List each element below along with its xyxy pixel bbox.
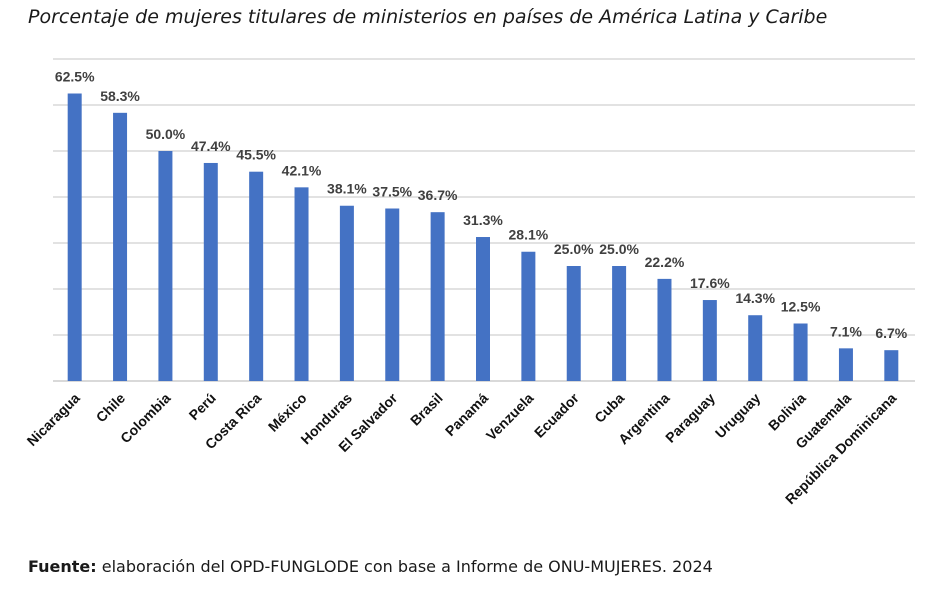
category-label: Venzuela — [483, 390, 537, 444]
data-label: 62.5% — [55, 69, 95, 85]
source-label: Fuente: — [28, 557, 97, 576]
category-label: Brasil — [407, 390, 446, 429]
bar-brasil — [430, 212, 445, 381]
category-label: Nicaragua — [24, 390, 83, 449]
bar-república-dominicana — [884, 350, 899, 381]
source-note: Fuente: elaboración del OPD-FUNGLODE con… — [28, 557, 713, 576]
category-label: Perú — [186, 390, 219, 423]
bar-venzuela — [521, 251, 536, 381]
data-label: 12.5% — [781, 299, 821, 315]
bar-chile — [113, 112, 128, 381]
bars — [67, 93, 899, 381]
source-text: elaboración del OPD-FUNGLODE con base a … — [96, 557, 713, 576]
bar-colombia — [158, 151, 173, 381]
data-label: 17.6% — [690, 275, 730, 291]
category-label: Bolivia — [765, 390, 809, 434]
category-label: Ecuador — [531, 389, 582, 440]
bar-perú — [203, 162, 218, 381]
data-label: 7.1% — [830, 323, 862, 339]
data-label: 42.1% — [282, 162, 322, 178]
bar-honduras — [339, 205, 354, 381]
category-label: Uruguay — [712, 390, 764, 442]
category-label: Paraguay — [662, 390, 718, 446]
data-label: 25.0% — [599, 241, 639, 257]
bar-guatemala — [838, 348, 853, 381]
bar-el-salvador — [385, 208, 400, 381]
bar-paraguay — [702, 300, 717, 381]
data-label: 37.5% — [372, 184, 412, 200]
bar-argentina — [657, 278, 672, 381]
bar-cuba — [612, 266, 627, 381]
bar-uruguay — [748, 315, 763, 381]
category-label: Chile — [93, 390, 129, 426]
data-label: 58.3% — [100, 88, 140, 104]
data-label: 31.3% — [463, 212, 503, 228]
bar-panamá — [476, 237, 490, 381]
data-label: 28.1% — [509, 227, 549, 243]
bar-bolivia — [793, 323, 808, 381]
data-label: 38.1% — [327, 181, 367, 197]
data-label: 6.7% — [875, 325, 907, 341]
chart-title: Porcentaje de mujeres titulares de minis… — [28, 6, 828, 28]
category-label: México — [265, 390, 310, 435]
bar-nicaragua — [67, 93, 82, 381]
data-label: 22.2% — [645, 254, 685, 270]
data-label: 50.0% — [146, 126, 186, 142]
bar-ecuador — [566, 266, 581, 381]
category-label: Cuba — [591, 390, 627, 426]
data-label: 47.4% — [191, 138, 231, 154]
bar-costa-rica — [249, 171, 264, 381]
category-label: Colombia — [117, 390, 174, 447]
bar-méxico — [294, 187, 309, 381]
data-label: 36.7% — [418, 187, 458, 203]
data-labels: 62.5% 58.3% 50.0% 47.4% 45.5% 42.1% 38.1% 37.5%… — [55, 69, 908, 342]
data-label: 14.3% — [735, 290, 775, 306]
data-label: 45.5% — [236, 147, 276, 163]
data-label: 25.0% — [554, 241, 594, 257]
